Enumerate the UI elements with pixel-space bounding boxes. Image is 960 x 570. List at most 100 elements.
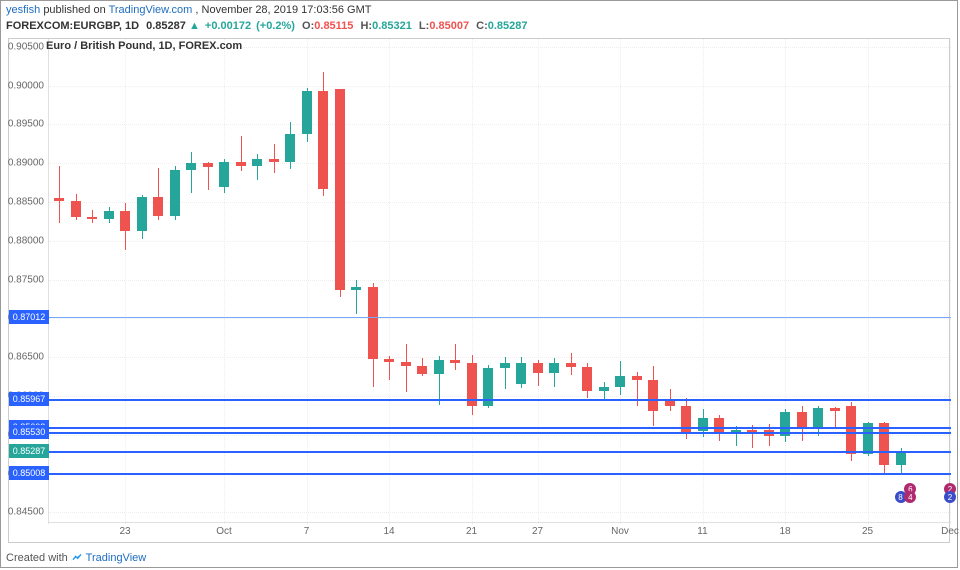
candle-body[interactable] <box>665 401 675 406</box>
y-tick-label: 0.84500 <box>8 507 44 518</box>
support-resistance-line[interactable] <box>49 432 951 434</box>
candle-wick <box>257 154 258 180</box>
support-resistance-line[interactable] <box>49 399 951 401</box>
x-tick-label: 27 <box>532 526 543 537</box>
candle-body[interactable] <box>533 363 543 373</box>
candle-body[interactable] <box>351 287 361 290</box>
symbol-info-line: FOREXCOM:EURGBP, 1D 0.85287 ▲ +0.00172 (… <box>6 20 528 32</box>
candle-body[interactable] <box>335 89 345 290</box>
candle-body[interactable] <box>566 363 576 368</box>
symbol-name: FOREXCOM:EURGBP, 1D <box>6 20 139 32</box>
candle-body[interactable] <box>203 163 213 167</box>
x-tick-label: 25 <box>862 526 873 537</box>
candle-body[interactable] <box>648 380 658 411</box>
candle-body[interactable] <box>698 418 708 431</box>
tradingview-logo-icon <box>71 551 83 563</box>
candle-body[interactable] <box>54 198 64 201</box>
support-resistance-line[interactable] <box>49 473 951 475</box>
candle-body[interactable] <box>632 376 642 381</box>
candle-body[interactable] <box>879 423 889 465</box>
candle-body[interactable] <box>71 201 81 217</box>
publish-timestamp: November 28, 2019 17:03:56 GMT <box>202 4 372 16</box>
candle-body[interactable] <box>87 217 97 219</box>
low-value: 0.85007 <box>429 20 469 32</box>
low-label: L: <box>419 20 429 32</box>
candle-body[interactable] <box>120 211 130 231</box>
footer: Created with TradingView <box>6 551 146 564</box>
candle-body[interactable] <box>368 287 378 358</box>
hline-price-label: 0.85967 <box>9 392 49 406</box>
hline-price-label: 0.85530 <box>9 425 49 439</box>
candle-body[interactable] <box>186 163 196 170</box>
x-tick-label: 21 <box>466 526 477 537</box>
candle-body[interactable] <box>830 408 840 411</box>
candle-body[interactable] <box>813 408 823 428</box>
chart-frame: 0.845000.850000.855000.860000.865000.870… <box>8 38 950 543</box>
tradingview-link[interactable]: TradingView <box>86 552 147 564</box>
y-tick-label: 0.88000 <box>8 235 44 246</box>
candle-body[interactable] <box>846 406 856 454</box>
candle-body[interactable] <box>714 418 724 433</box>
x-axis[interactable]: 23Oct7142127Nov111825Dec <box>49 522 951 542</box>
y-tick-label: 0.87500 <box>8 274 44 285</box>
grid-line-h <box>49 318 951 319</box>
publisher-link[interactable]: yesfish <box>6 4 40 16</box>
grid-line-h <box>49 86 951 87</box>
y-tick-label: 0.88500 <box>8 196 44 207</box>
y-tick-label: 0.89000 <box>8 158 44 169</box>
y-tick-label: 0.86500 <box>8 352 44 363</box>
event-badge[interactable]: 2 <box>944 491 956 503</box>
grid-line-h <box>49 435 951 436</box>
candle-wick <box>505 357 506 389</box>
up-arrow-icon: ▲ <box>189 20 203 32</box>
y-tick-label: 0.90500 <box>8 41 44 52</box>
candle-body[interactable] <box>384 359 394 362</box>
candle-body[interactable] <box>252 159 262 166</box>
site-link[interactable]: TradingView.com <box>109 4 193 16</box>
x-tick-label: 14 <box>383 526 394 537</box>
candle-body[interactable] <box>170 170 180 216</box>
price-change-pct: (+0.2%) <box>256 20 295 32</box>
hline-price-label: 0.85008 <box>9 466 49 480</box>
candle-body[interactable] <box>434 360 444 374</box>
grid-line-h <box>49 512 951 513</box>
candle-body[interactable] <box>599 387 609 392</box>
support-resistance-line[interactable] <box>49 427 951 429</box>
candle-body[interactable] <box>236 162 246 167</box>
x-tick-label: 11 <box>697 526 707 537</box>
candle-body[interactable] <box>285 134 295 163</box>
candle-body[interactable] <box>417 366 427 374</box>
candle-body[interactable] <box>582 367 592 391</box>
close-value: 0.85287 <box>488 20 528 32</box>
candle-body[interactable] <box>549 363 559 373</box>
candle-body[interactable] <box>104 211 114 219</box>
candle-body[interactable] <box>450 360 460 363</box>
publish-header: yesfish published on TradingView.com , N… <box>6 4 372 16</box>
high-value: 0.85321 <box>372 20 412 32</box>
footer-prefix: Created with <box>6 552 71 564</box>
candle-body[interactable] <box>318 91 328 189</box>
grid-line-h <box>49 241 951 242</box>
x-tick-label: 7 <box>304 526 310 537</box>
candle-body[interactable] <box>302 91 312 134</box>
x-tick-label: Oct <box>216 526 232 537</box>
plot-area[interactable]: 0.870120.859670.856020.855300.852870.850… <box>49 39 951 524</box>
candle-body[interactable] <box>219 162 229 188</box>
candle-body[interactable] <box>615 376 625 387</box>
candle-body[interactable] <box>401 362 411 367</box>
candle-body[interactable] <box>269 159 279 162</box>
candle-wick <box>59 166 60 223</box>
support-resistance-line[interactable] <box>49 317 951 318</box>
candle-body[interactable] <box>137 197 147 231</box>
candle-body[interactable] <box>516 363 526 385</box>
grid-line-h <box>49 357 951 358</box>
support-resistance-line[interactable] <box>49 451 951 453</box>
x-tick-label: Nov <box>611 526 629 537</box>
y-tick-label: 0.89500 <box>8 119 44 130</box>
x-tick-label: Dec <box>941 526 959 537</box>
event-badge[interactable]: 4 <box>904 491 916 503</box>
candle-wick <box>406 344 407 392</box>
grid-line-h <box>49 202 951 203</box>
candle-body[interactable] <box>153 197 163 216</box>
candle-body[interactable] <box>500 363 510 368</box>
